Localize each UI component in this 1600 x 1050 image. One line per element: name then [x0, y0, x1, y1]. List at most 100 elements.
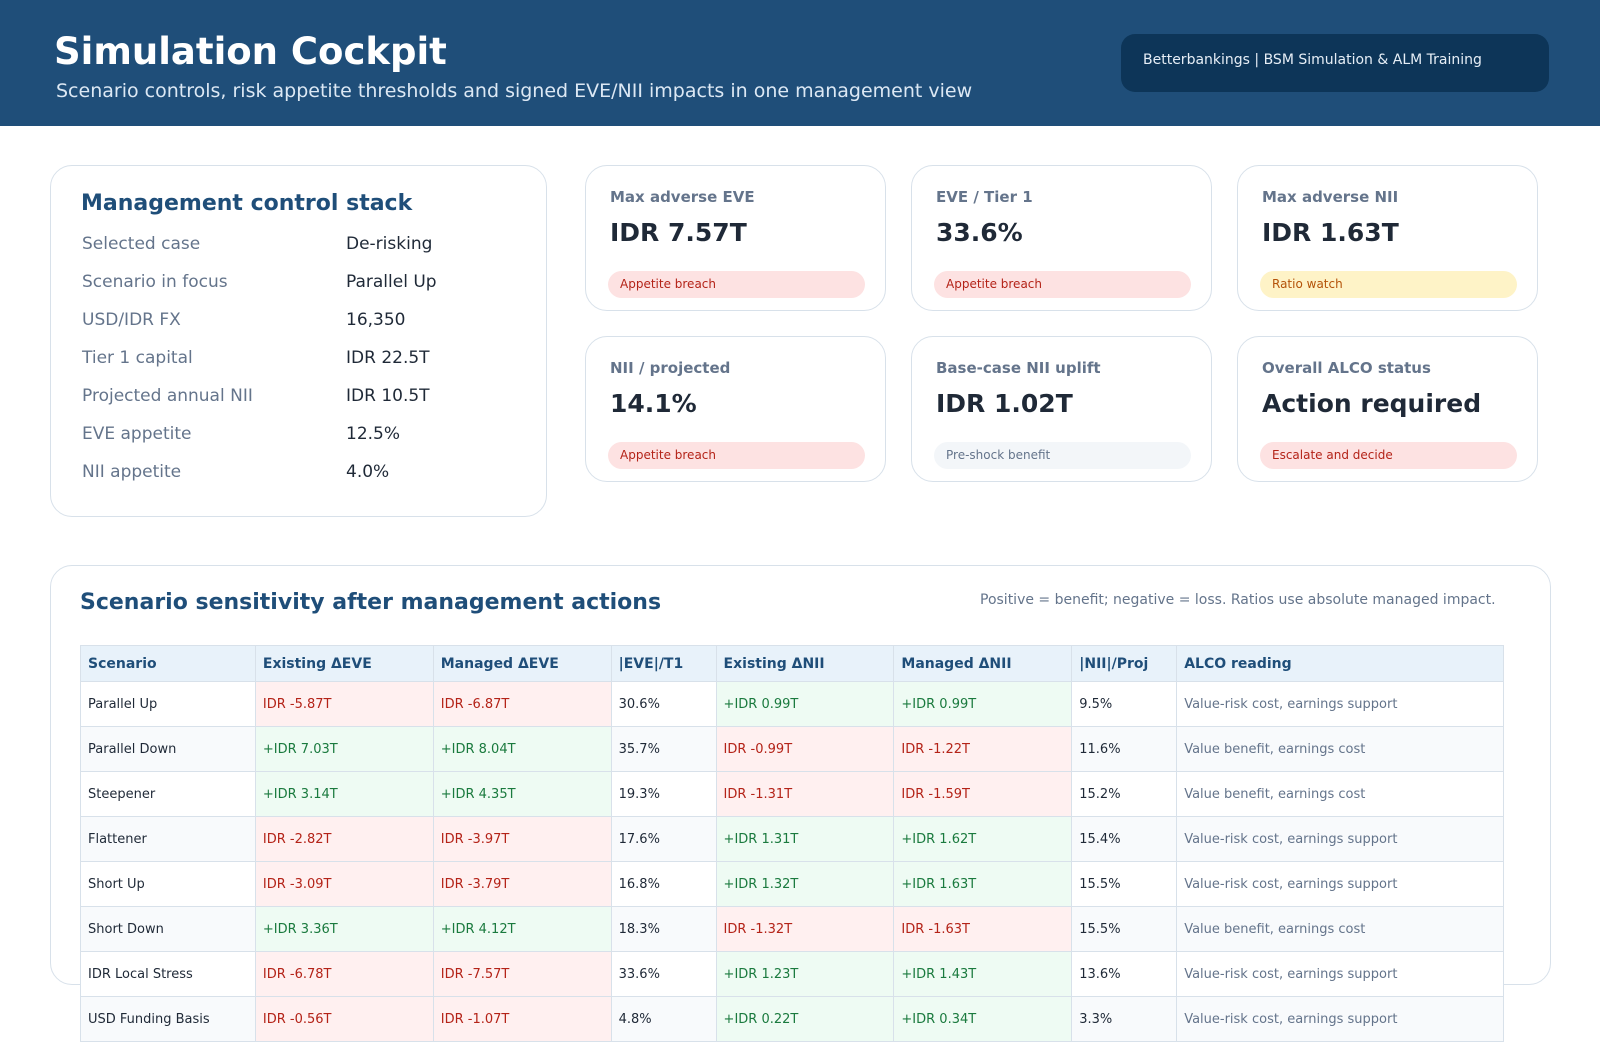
control-row-selected-case: Selected case De-risking [82, 234, 532, 260]
cell-alco-reading: Value benefit, earnings cost [1176, 771, 1504, 817]
cell-existing-nii: +IDR 0.22T [715, 996, 895, 1042]
cell-existing-eve: IDR -2.82T [254, 816, 434, 862]
cell-managed-nii: IDR -1.63T [893, 906, 1073, 952]
control-value: IDR 22.5T [346, 348, 430, 368]
column-header-eve-t1: |EVE|/T1 [610, 645, 717, 682]
page-subtitle: Scenario controls, risk appetite thresho… [56, 80, 973, 102]
cell-nii-proj: 15.4% [1071, 816, 1178, 862]
cell-existing-eve: IDR -5.87T [254, 681, 434, 727]
kpi-label: Max adverse NII [1262, 188, 1399, 206]
cell-alco-reading: Value-risk cost, earnings support [1176, 951, 1504, 997]
cell-existing-eve: IDR -6.78T [254, 951, 434, 997]
cell-managed-nii: +IDR 1.63T [893, 861, 1073, 907]
cell-nii-proj: 9.5% [1071, 681, 1178, 727]
cell-managed-eve: IDR -1.07T [432, 996, 612, 1042]
kpi-value: IDR 7.57T [610, 218, 747, 247]
cell-managed-eve: +IDR 8.04T [432, 726, 612, 772]
kpi-card-nii-projected: NII / projected 14.1% Appetite breach [585, 336, 886, 482]
cell-existing-eve: IDR -0.56T [254, 996, 434, 1042]
cell-eve-t1: 4.8% [610, 996, 717, 1042]
kpi-label: Max adverse EVE [610, 188, 755, 206]
cell-alco-reading: Value-risk cost, earnings support [1176, 996, 1504, 1042]
kpi-value: 14.1% [610, 389, 697, 418]
table-row: Flattener IDR -2.82T IDR -3.97T 17.6% +I… [80, 816, 1504, 862]
sensitivity-note: Positive = benefit; negative = loss. Rat… [980, 592, 1496, 608]
page-title: Simulation Cockpit [54, 30, 447, 73]
cell-existing-eve: +IDR 7.03T [254, 726, 434, 772]
kpi-value: 33.6% [936, 218, 1023, 247]
status-badge: Escalate and decide [1260, 442, 1517, 469]
control-value: 4.0% [346, 462, 390, 482]
control-row-eve-appetite: EVE appetite 12.5% [82, 424, 532, 450]
cell-managed-eve: IDR -7.57T [432, 951, 612, 997]
status-badge: Appetite breach [934, 271, 1191, 298]
column-header-nii-proj: |NII|/Proj [1071, 645, 1178, 682]
kpi-label: Overall ALCO status [1262, 359, 1431, 377]
cell-existing-nii: IDR -1.31T [715, 771, 895, 817]
brand-text: Betterbankings | BSM Simulation & ALM Tr… [1143, 52, 1482, 68]
column-header-managed-nii: Managed ΔNII [893, 645, 1073, 682]
cell-existing-nii: IDR -0.99T [715, 726, 895, 772]
cell-alco-reading: Value-risk cost, earnings support [1176, 816, 1504, 862]
column-header-alco-reading: ALCO reading [1176, 645, 1504, 682]
header-banner: Simulation Cockpit Scenario controls, ri… [0, 0, 1600, 126]
kpi-label: NII / projected [610, 359, 731, 377]
cell-managed-nii: IDR -1.59T [893, 771, 1073, 817]
cell-managed-eve: IDR -3.79T [432, 861, 612, 907]
control-card-title: Management control stack [81, 191, 413, 216]
cell-scenario: Flattener [80, 816, 256, 862]
table-row: Short Down +IDR 3.36T +IDR 4.12T 18.3% I… [80, 906, 1504, 952]
status-badge: Appetite breach [608, 442, 865, 469]
cell-scenario: Steepener [80, 771, 256, 817]
cell-nii-proj: 15.5% [1071, 861, 1178, 907]
cell-existing-eve: +IDR 3.36T [254, 906, 434, 952]
cell-eve-t1: 17.6% [610, 816, 717, 862]
kpi-card-max-adverse-eve: Max adverse EVE IDR 7.57T Appetite breac… [585, 165, 886, 311]
cell-managed-nii: IDR -1.22T [893, 726, 1073, 772]
control-label: NII appetite [82, 462, 182, 482]
cell-existing-nii: +IDR 1.31T [715, 816, 895, 862]
control-row-tier1: Tier 1 capital IDR 22.5T [82, 348, 532, 374]
table-row: IDR Local Stress IDR -6.78T IDR -7.57T 3… [80, 951, 1504, 997]
cell-managed-nii: +IDR 1.43T [893, 951, 1073, 997]
control-label: Selected case [82, 234, 201, 254]
cell-managed-eve: IDR -6.87T [432, 681, 612, 727]
status-badge: Appetite breach [608, 271, 865, 298]
cell-alco-reading: Value-risk cost, earnings support [1176, 681, 1504, 727]
cell-managed-nii: +IDR 0.99T [893, 681, 1073, 727]
column-header-existing-nii: Existing ΔNII [715, 645, 895, 682]
kpi-label: EVE / Tier 1 [936, 188, 1033, 206]
cell-scenario: Short Up [80, 861, 256, 907]
control-label: USD/IDR FX [82, 310, 181, 330]
cell-nii-proj: 11.6% [1071, 726, 1178, 772]
cell-eve-t1: 19.3% [610, 771, 717, 817]
kpi-value: IDR 1.02T [936, 389, 1073, 418]
cell-scenario: IDR Local Stress [80, 951, 256, 997]
cell-nii-proj: 13.6% [1071, 951, 1178, 997]
cell-eve-t1: 16.8% [610, 861, 717, 907]
cell-existing-nii: +IDR 0.99T [715, 681, 895, 727]
control-row-projected-nii: Projected annual NII IDR 10.5T [82, 386, 532, 412]
cell-scenario: Short Down [80, 906, 256, 952]
kpi-value: IDR 1.63T [1262, 218, 1399, 247]
brand-badge: Betterbankings | BSM Simulation & ALM Tr… [1121, 34, 1549, 92]
column-header-existing-eve: Existing ΔEVE [254, 645, 434, 682]
column-header-managed-eve: Managed ΔEVE [432, 645, 612, 682]
management-control-card: Management control stack Selected case D… [50, 165, 547, 517]
table-row: Parallel Down +IDR 7.03T +IDR 8.04T 35.7… [80, 726, 1504, 772]
control-value: Parallel Up [346, 272, 437, 292]
control-value: 16,350 [346, 310, 406, 330]
kpi-card-eve-tier1: EVE / Tier 1 33.6% Appetite breach [911, 165, 1212, 311]
cell-existing-nii: +IDR 1.23T [715, 951, 895, 997]
cell-scenario: Parallel Up [80, 681, 256, 727]
control-label: Projected annual NII [82, 386, 253, 406]
control-label: Tier 1 capital [82, 348, 193, 368]
status-badge: Pre-shock benefit [934, 442, 1191, 469]
control-value: 12.5% [346, 424, 401, 444]
sensitivity-title: Scenario sensitivity after management ac… [80, 590, 662, 615]
status-badge: Ratio watch [1260, 271, 1517, 298]
kpi-card-alco-status: Overall ALCO status Action required Esca… [1237, 336, 1538, 482]
table-row: Steepener +IDR 3.14T +IDR 4.35T 19.3% ID… [80, 771, 1504, 817]
cell-scenario: USD Funding Basis [80, 996, 256, 1042]
control-row-fx: USD/IDR FX 16,350 [82, 310, 532, 336]
